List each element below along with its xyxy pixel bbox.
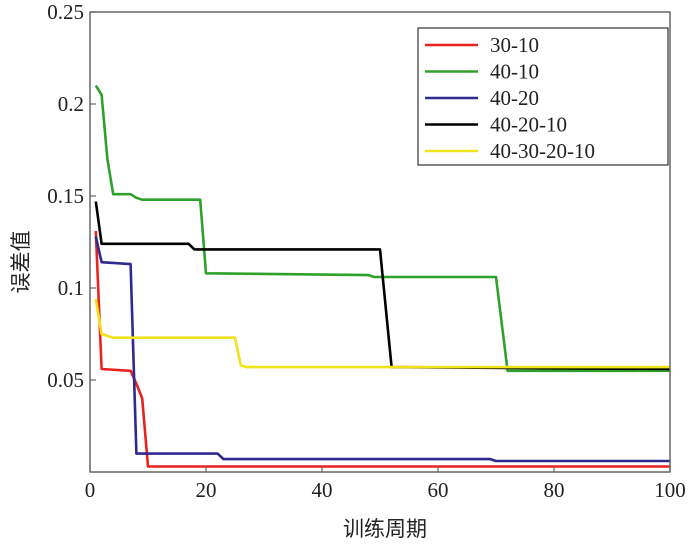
legend-label: 40-10 [490, 60, 539, 84]
x-tick-label: 60 [428, 478, 449, 502]
ticks-layer: 0 20 40 60 80 100 0.05 0.1 0.15 0.2 0.25 [47, 0, 686, 502]
series-layer [94, 84, 671, 468]
y-tick-label: 0.15 [47, 184, 84, 208]
x-axis-label: 训练周期 [343, 517, 427, 541]
y-tick-label: 0.25 [47, 0, 84, 24]
series-line-40-20 [94, 236, 670, 463]
series-line-40-20-10 [94, 201, 671, 371]
y-tick-label: 0.1 [58, 276, 84, 300]
x-tick-label: 20 [196, 478, 217, 502]
legend-label: 40-20-10 [490, 113, 567, 137]
series-line-40-10 [94, 84, 670, 373]
series-line-40-30-20-10 [94, 298, 670, 369]
x-tick-label: 40 [312, 478, 333, 502]
plot-frame [89, 11, 671, 473]
legend-label: 30-10 [490, 33, 539, 57]
legend-box [417, 27, 669, 166]
y-tick-label: 0.2 [58, 92, 84, 116]
series-line-30-10 [94, 230, 670, 468]
x-tick-label: 80 [544, 478, 565, 502]
legend-label: 40-20 [490, 86, 539, 110]
x-tick-label: 0 [85, 478, 96, 502]
y-tick-label: 0.05 [47, 368, 84, 392]
legend-label: 40-30-20-10 [490, 139, 595, 163]
x-tick-label: 100 [654, 478, 686, 502]
y-axis-label: 误差值 [9, 231, 33, 294]
